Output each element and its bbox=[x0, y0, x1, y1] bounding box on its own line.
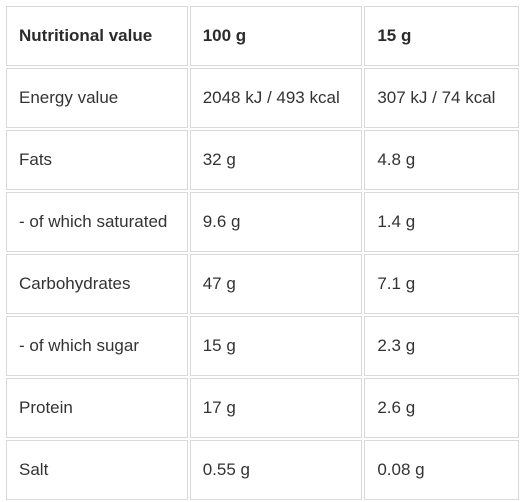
nutrition-table: Nutritional value 100 g 15 g Energy valu… bbox=[4, 4, 521, 502]
value-per-100g: 2048 kJ / 493 kcal bbox=[189, 68, 363, 128]
value-per-15g: 4.8 g bbox=[364, 130, 519, 190]
table-row: - of which saturated 9.6 g 1.4 g bbox=[6, 192, 519, 252]
table-row: Energy value 2048 kJ / 493 kcal 307 kJ /… bbox=[6, 68, 519, 128]
value-per-15g: 2.3 g bbox=[364, 316, 519, 376]
value-per-100g: 9.6 g bbox=[189, 192, 363, 252]
row-label: - of which saturated bbox=[6, 192, 188, 252]
value-per-15g: 307 kJ / 74 kcal bbox=[364, 68, 519, 128]
table-row: Protein 17 g 2.6 g bbox=[6, 378, 519, 438]
header-per-15g: 15 g bbox=[364, 6, 519, 66]
value-per-15g: 1.4 g bbox=[364, 192, 519, 252]
table-header-row: Nutritional value 100 g 15 g bbox=[6, 6, 519, 66]
value-per-15g: 2.6 g bbox=[364, 378, 519, 438]
value-per-100g: 0.55 g bbox=[189, 440, 363, 500]
header-per-100g: 100 g bbox=[189, 6, 363, 66]
value-per-100g: 15 g bbox=[189, 316, 363, 376]
value-per-100g: 47 g bbox=[189, 254, 363, 314]
value-per-100g: 17 g bbox=[189, 378, 363, 438]
row-label: Energy value bbox=[6, 68, 188, 128]
row-label: Protein bbox=[6, 378, 188, 438]
table-row: Carbohydrates 47 g 7.1 g bbox=[6, 254, 519, 314]
table-row: - of which sugar 15 g 2.3 g bbox=[6, 316, 519, 376]
row-label: - of which sugar bbox=[6, 316, 188, 376]
row-label: Salt bbox=[6, 440, 188, 500]
value-per-100g: 32 g bbox=[189, 130, 363, 190]
table-row: Fats 32 g 4.8 g bbox=[6, 130, 519, 190]
table-row: Salt 0.55 g 0.08 g bbox=[6, 440, 519, 500]
value-per-15g: 7.1 g bbox=[364, 254, 519, 314]
row-label: Fats bbox=[6, 130, 188, 190]
value-per-15g: 0.08 g bbox=[364, 440, 519, 500]
row-label: Carbohydrates bbox=[6, 254, 188, 314]
header-nutritional-value: Nutritional value bbox=[6, 6, 188, 66]
